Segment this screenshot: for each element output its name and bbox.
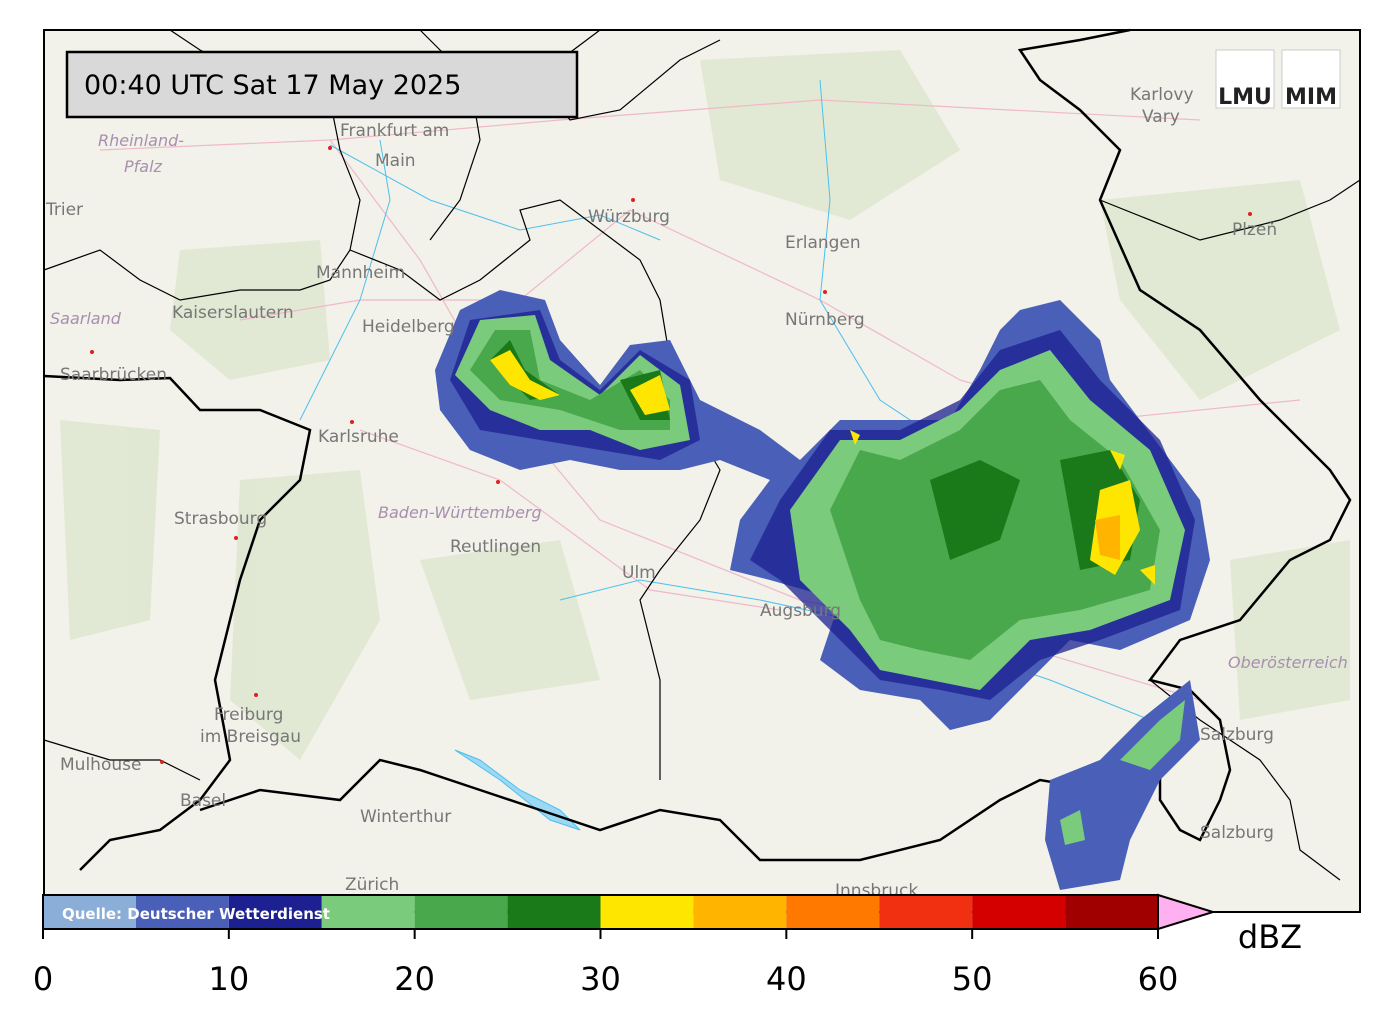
- colorbar-bin: [507, 895, 601, 929]
- place-label: Würzburg: [588, 207, 670, 227]
- colorbar-bin: [1065, 895, 1158, 929]
- colorbar: 0 10 20 30 40 50 60: [33, 893, 1217, 998]
- timestamp-background: [65, 50, 579, 119]
- place-label: Salzburg: [1200, 823, 1274, 843]
- place-label: Nürnberg: [785, 310, 865, 330]
- colorbar-tick-label: 40: [766, 960, 807, 998]
- colorbar-tick-label: 30: [580, 960, 621, 998]
- place-label: Mannheim: [316, 263, 405, 283]
- region-label: Rheinland-: [98, 131, 184, 150]
- source-label: Quelle: Deutscher Wetterdienst: [62, 905, 330, 923]
- place-label: Erlangen: [785, 233, 861, 253]
- colorbar-bin: [414, 895, 508, 929]
- place-label: Freiburg: [214, 705, 283, 725]
- map: Frankfurt am Main Trier Würzburg Karlovy…: [43, 28, 1361, 913]
- place-label: im Breisgau: [200, 727, 301, 747]
- place-label: Reutlingen: [450, 537, 541, 557]
- colorbar-bin: [879, 895, 973, 929]
- place-label: Heidelberg: [362, 317, 455, 337]
- place-label: Karlovy: [1130, 85, 1194, 105]
- place-label: Zürich: [345, 875, 399, 895]
- colorbar-bin: [43, 895, 136, 929]
- timestamp: 00:40 UTC Sat 17 May 2025: [84, 70, 461, 101]
- colorbar-bin: [228, 895, 322, 929]
- logo: MIM: [1285, 85, 1337, 110]
- colorbar-tick-label: 60: [1138, 960, 1179, 998]
- region-label: Baden-Württemberg: [378, 503, 542, 522]
- place-label: Plzeň: [1232, 220, 1277, 240]
- place-label: Saarbrücken: [60, 365, 167, 385]
- colorbar-bin: [600, 895, 694, 929]
- colorbar-tick-label: 20: [394, 960, 435, 998]
- colorbar-unit: dBZ: [1238, 918, 1302, 956]
- colorbar-tick-label: 50: [952, 960, 993, 998]
- region-label: Saarland: [50, 309, 122, 328]
- radar-echoes: [435, 290, 1210, 890]
- timestamp-box: 00:40 UTC Sat 17 May 2025: [65, 50, 579, 119]
- region-label: Pfalz: [124, 157, 163, 176]
- colorbar-bin: [693, 895, 787, 929]
- place-label: Strasbourg: [174, 509, 267, 529]
- place-labels: Frankfurt am Main Trier Würzburg Karlovy…: [45, 85, 1348, 901]
- place-label: Main: [375, 151, 416, 171]
- colorbar-bin: [135, 895, 229, 929]
- colorbar-tick-label: 0: [33, 960, 53, 998]
- place-label: Karlsruhe: [318, 427, 399, 447]
- place-label: Basel: [180, 791, 226, 811]
- logos: LMU MIM: [1215, 49, 1341, 110]
- place-label: Winterthur: [360, 807, 451, 827]
- place-label: Frankfurt am: [340, 121, 449, 141]
- colorbar-bin: [321, 895, 415, 929]
- forest-areas: [60, 50, 1350, 760]
- place-label: Vary: [1142, 107, 1180, 127]
- cities: [90, 146, 1252, 764]
- logo-box: [1215, 49, 1275, 109]
- place-label: Ulm: [622, 563, 656, 583]
- colorbar-bin: [972, 895, 1066, 929]
- place-label: Mulhouse: [60, 755, 141, 775]
- place-label: Kaiserslautern: [172, 303, 294, 323]
- place-label: Augsburg: [760, 601, 841, 621]
- logo-box: [1281, 49, 1341, 109]
- logo: LMU: [1218, 85, 1272, 110]
- region-label: Oberösterreich: [1228, 653, 1348, 672]
- place-label: Salzburg: [1200, 725, 1274, 745]
- place-label: Trier: [45, 200, 83, 220]
- colorbar-tick-label: 10: [208, 960, 249, 998]
- colorbar-bin: [786, 895, 880, 929]
